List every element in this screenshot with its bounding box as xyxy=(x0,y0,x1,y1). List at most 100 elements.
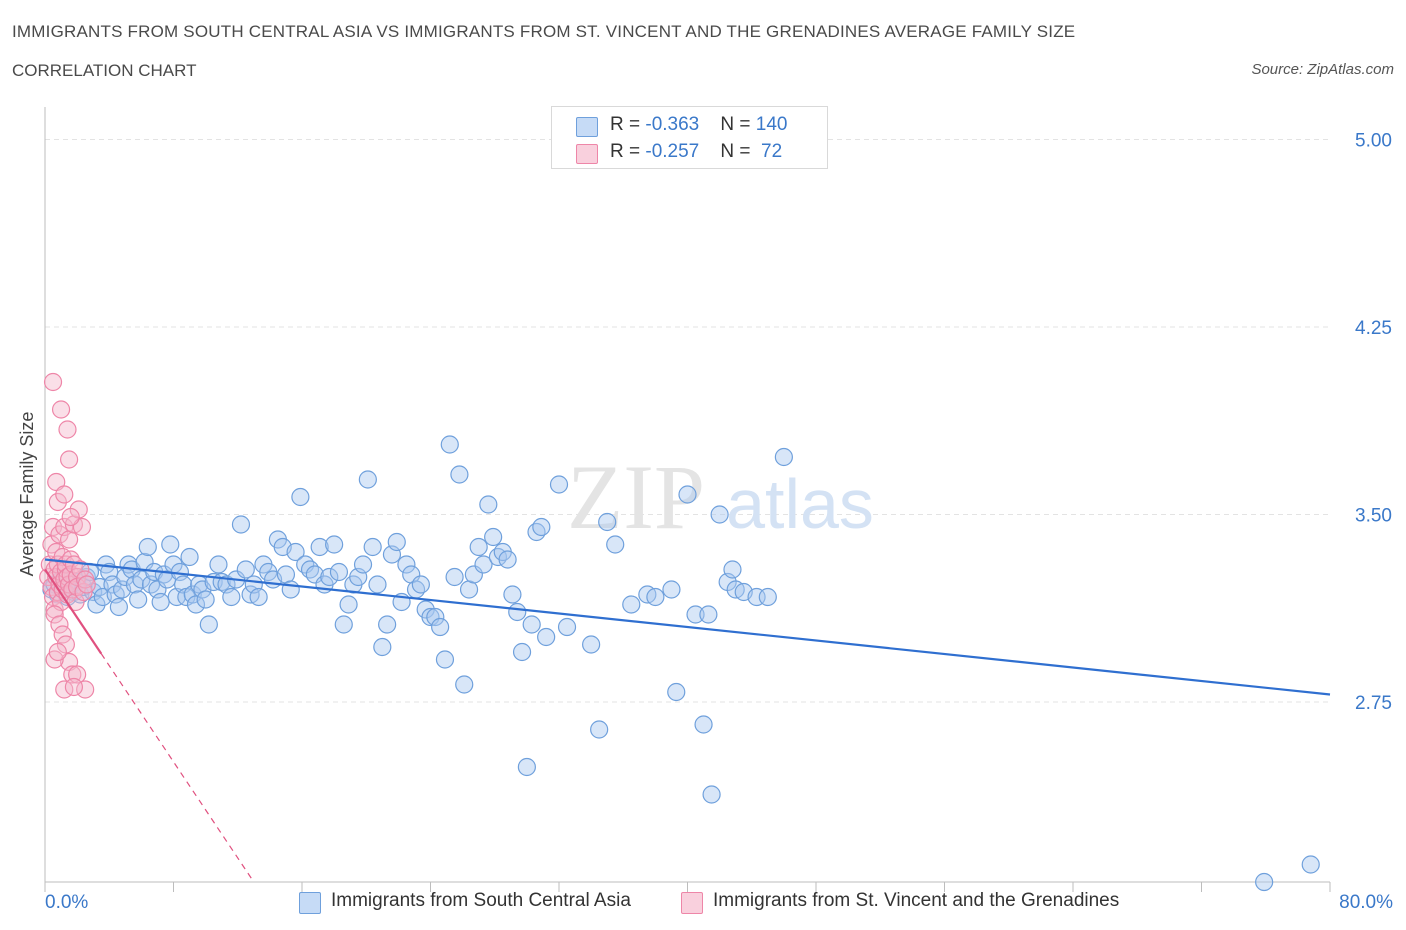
point-south-central-asia-104 xyxy=(459,580,479,599)
y-axis-label: Average Family Size xyxy=(17,412,37,577)
point-st-vincent-24 xyxy=(59,530,79,549)
point-south-central-asia-37 xyxy=(161,535,180,554)
legend-swatch-st-vincent xyxy=(681,892,703,914)
point-south-central-asia-137 xyxy=(710,505,729,524)
point-south-central-asia-121 xyxy=(549,475,569,494)
point-south-central-asia-143 xyxy=(758,587,777,607)
point-south-central-asia-131 xyxy=(667,682,686,702)
point-south-central-asia-77 xyxy=(329,562,349,582)
source-label: Source: ZipAtlas.com xyxy=(1251,61,1394,78)
point-south-central-asia-60 xyxy=(249,587,268,607)
point-st-vincent-47 xyxy=(61,507,80,527)
point-south-central-asia-130 xyxy=(662,580,681,599)
r-value-blue: -0.363 xyxy=(645,114,700,135)
point-south-central-asia-132 xyxy=(678,485,697,504)
legend-swatch-blue xyxy=(576,117,598,137)
trend-line-st-vincent-dashed xyxy=(100,653,255,883)
point-south-central-asia-126 xyxy=(606,535,625,554)
point-south-central-asia-30 xyxy=(138,537,157,557)
point-st-vincent-35 xyxy=(71,560,90,579)
legend-label-south-central-asia: Immigrants from South Central Asia xyxy=(331,890,631,911)
point-south-central-asia-127 xyxy=(622,595,641,614)
point-st-vincent-46 xyxy=(55,485,74,504)
point-south-central-asia-76 xyxy=(325,535,344,554)
point-south-central-asia-21 xyxy=(109,597,128,617)
point-south-central-asia-57 xyxy=(236,560,255,579)
point-south-central-asia-116 xyxy=(517,757,536,777)
trend-line-south-central-asia xyxy=(44,558,1331,696)
point-south-central-asia-48 xyxy=(196,590,215,609)
r-label-blue: R = xyxy=(610,114,646,135)
series-south-central-asia-points xyxy=(42,435,1320,892)
point-st-vincent-43 xyxy=(59,450,79,469)
point-south-central-asia-113 xyxy=(503,585,522,604)
point-south-central-asia-102 xyxy=(450,465,469,484)
point-south-central-asia-133 xyxy=(686,605,705,624)
point-south-central-asia-144 xyxy=(774,447,793,467)
point-south-central-asia-69 xyxy=(291,487,310,507)
point-st-vincent-45 xyxy=(48,492,67,512)
legend-label-st-vincent: Immigrants from St. Vincent and the Gren… xyxy=(713,890,1120,911)
point-st-vincent-42 xyxy=(58,420,77,439)
point-south-central-asia-75 xyxy=(320,567,339,587)
point-south-central-asia-78 xyxy=(334,615,353,634)
point-south-central-asia-119 xyxy=(532,517,551,537)
point-south-central-asia-107 xyxy=(474,555,493,574)
point-south-central-asia-68 xyxy=(286,542,305,562)
point-south-central-asia-86 xyxy=(373,637,392,657)
point-south-central-asia-103 xyxy=(455,675,474,694)
point-south-central-asia-114 xyxy=(508,602,527,622)
point-south-central-asia-124 xyxy=(590,720,609,739)
point-south-central-asia-73 xyxy=(310,537,329,557)
point-south-central-asia-14 xyxy=(87,595,106,614)
point-south-central-asia-135 xyxy=(694,715,713,734)
point-st-vincent-59 xyxy=(64,677,84,697)
point-south-central-asia-108 xyxy=(479,495,498,514)
point-south-central-asia-54 xyxy=(222,587,241,607)
point-south-central-asia-56 xyxy=(231,515,251,534)
point-south-central-asia-139 xyxy=(723,560,742,579)
point-south-central-asia-115 xyxy=(512,642,532,662)
point-south-central-asia-43 xyxy=(180,547,199,567)
point-south-central-asia-85 xyxy=(368,575,387,594)
stats-legend: R = -0.363 N = 140 R = -0.257 N = 72 xyxy=(551,106,828,169)
point-south-central-asia-100 xyxy=(440,435,459,454)
point-south-central-asia-123 xyxy=(582,635,601,654)
point-st-vincent-41 xyxy=(51,400,71,419)
x-tick-labels: 0.0% 80.0% xyxy=(45,892,1393,913)
point-south-central-asia-136 xyxy=(702,785,721,804)
legend-swatch-pink xyxy=(576,144,598,164)
point-south-central-asia-105 xyxy=(464,565,483,584)
point-south-central-asia-106 xyxy=(469,537,488,557)
y-tick-label-1: 3.50 xyxy=(1355,506,1392,527)
n-label-blue: N = xyxy=(720,114,756,135)
point-south-central-asia-109 xyxy=(484,527,503,547)
axes xyxy=(44,107,1331,892)
point-south-central-asia-84 xyxy=(363,537,382,557)
series-st-vincent-points xyxy=(39,372,96,699)
point-south-central-asia-51 xyxy=(209,555,228,574)
point-south-central-asia-96 xyxy=(421,607,440,627)
legend-swatch-south-central-asia xyxy=(299,892,321,914)
point-south-central-asia-112 xyxy=(498,550,517,569)
point-south-central-asia-10 xyxy=(74,577,93,597)
point-south-central-asia-117 xyxy=(522,615,541,634)
point-st-vincent-49 xyxy=(50,615,69,634)
n-value-pink: 72 xyxy=(755,141,783,162)
point-south-central-asia-145 xyxy=(1301,855,1320,874)
point-south-central-asia-98 xyxy=(431,617,450,637)
n-value-blue: 140 xyxy=(755,114,788,135)
point-south-central-asia-97 xyxy=(426,607,445,627)
point-south-central-asia-125 xyxy=(598,512,617,532)
watermark-atlas: atlas xyxy=(726,465,874,543)
chart-title: IMMIGRANTS FROM SOUTH CENTRAL ASIA VS IM… xyxy=(12,22,1076,41)
point-south-central-asia-94 xyxy=(411,575,430,594)
y-tick-label-2: 4.25 xyxy=(1355,318,1392,339)
point-st-vincent-40 xyxy=(43,372,63,392)
point-south-central-asia-87 xyxy=(378,615,397,634)
r-value-pink: -0.257 xyxy=(645,141,700,162)
x-tick-label-1: 80.0% xyxy=(1339,892,1393,913)
point-south-central-asia-49 xyxy=(199,615,218,634)
point-south-central-asia-134 xyxy=(699,605,718,624)
